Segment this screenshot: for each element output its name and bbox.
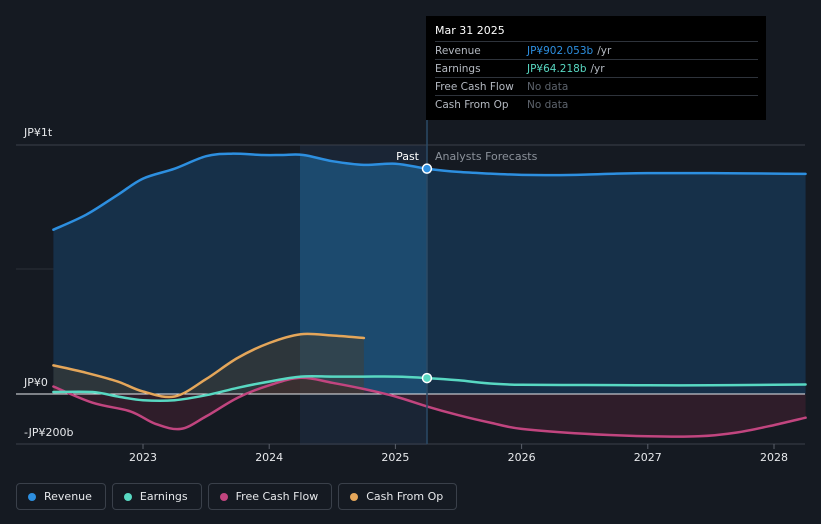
legend-dot-icon (28, 492, 36, 501)
x-tick-label: 2027 (634, 451, 662, 464)
legend-label: Revenue (44, 490, 92, 503)
free-cash-flow-area (53, 377, 806, 437)
legend-label: Cash From Op (366, 490, 444, 503)
legend-item-cash-from-op[interactable]: Cash From Op (338, 483, 458, 510)
legend-label: Earnings (139, 490, 188, 503)
tooltip-label: Cash From Op (435, 98, 509, 111)
legend-dot-icon (350, 492, 359, 501)
y-tick-label-bottom: -JP¥200b (24, 426, 73, 439)
tooltip-label: Earnings (435, 62, 481, 75)
tooltip-unit: /yr (597, 44, 612, 57)
revenue-line (52, 152, 807, 231)
revenue-area-highlight (300, 154, 427, 394)
x-tick-label: 2023 (129, 451, 157, 464)
x-tick-label: 2026 (508, 451, 536, 464)
tooltip-label: Revenue (435, 44, 481, 57)
tooltip-value: JP¥902.053b (527, 44, 594, 57)
tooltip-date: Mar 31 2025 (435, 24, 505, 37)
legend-dot-icon (219, 492, 228, 501)
legend-dot-icon (123, 492, 132, 501)
tooltip-row-earnings: Earnings JP¥64.218b /yr (435, 59, 758, 77)
legend-item-earnings[interactable]: Earnings (111, 483, 202, 510)
x-tick-label: 2028 (760, 451, 788, 464)
y-tick-label-zero: JP¥0 (23, 376, 48, 389)
x-tick-label: 2025 (381, 451, 409, 464)
legend-item-revenue[interactable]: Revenue (16, 483, 106, 510)
free-cash-flow-line (52, 376, 807, 438)
tooltip-value: JP¥64.218b (527, 62, 587, 75)
cash-from-op-line (52, 332, 366, 399)
tooltip-row-cash-from-op: Cash From Op No data (435, 95, 758, 113)
tooltip-unit: /yr (590, 62, 605, 75)
earnings-marker[interactable] (421, 372, 433, 384)
revenue-marker[interactable] (421, 163, 433, 174)
legend: Revenue Earnings Free Cash Flow Cash Fro… (16, 483, 458, 510)
x-tick-label: 2024 (255, 451, 283, 464)
legend-label: Free Cash Flow (235, 490, 319, 503)
past-label: Past (396, 150, 420, 163)
y-tick-label-top: JP¥1t (23, 126, 53, 139)
tooltip-value: No data (527, 80, 569, 93)
legend-item-free-cash-flow[interactable]: Free Cash Flow (207, 483, 333, 510)
tooltip-label: Free Cash Flow (435, 80, 514, 93)
forecast-label: Analysts Forecasts (435, 150, 538, 163)
revenue-area (53, 153, 806, 394)
tooltip: Mar 31 2025 Revenue JP¥902.053b /yr Earn… (426, 16, 766, 120)
tooltip-value: No data (527, 98, 569, 111)
tooltip-row-revenue: Revenue JP¥902.053b /yr (435, 41, 758, 59)
tooltip-row-free-cash-flow: Free Cash Flow No data (435, 77, 758, 95)
earnings-line (52, 374, 807, 403)
